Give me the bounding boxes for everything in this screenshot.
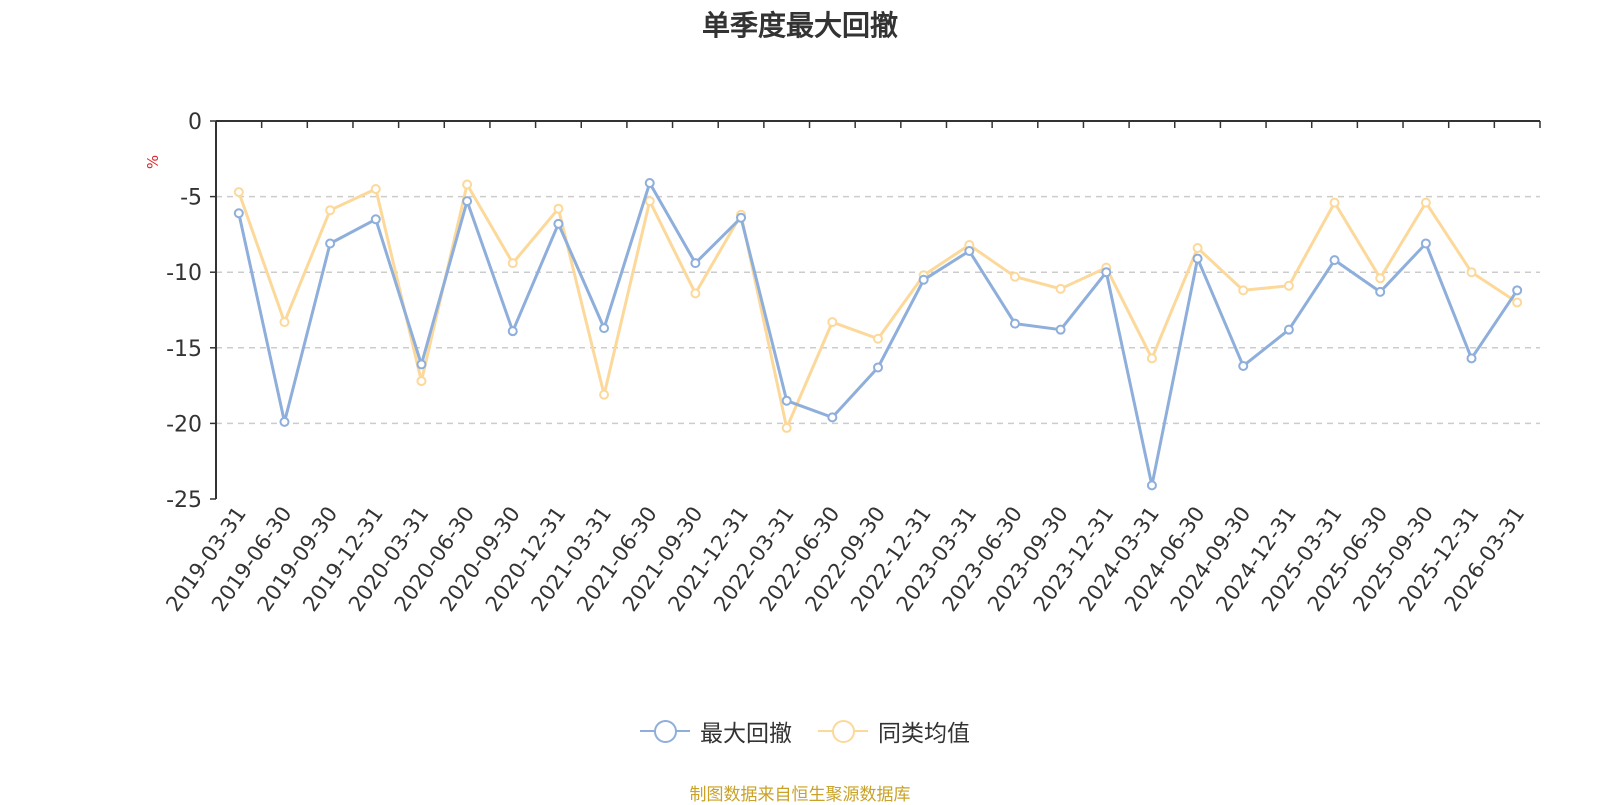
- data-point: [1146, 353, 1157, 364]
- legend-marker-icon: [818, 719, 868, 743]
- data-point: [1375, 286, 1386, 297]
- data-point: [1055, 324, 1066, 335]
- y-tick-label: -5: [180, 186, 202, 211]
- data-point: [1238, 285, 1249, 296]
- data-point: [1375, 273, 1386, 284]
- data-point: [827, 412, 838, 423]
- series-line-2: [237, 183, 1519, 430]
- data-point: [325, 205, 336, 216]
- data-point: [279, 416, 290, 427]
- data-point: [1283, 324, 1294, 335]
- legend-marker-icon: [640, 719, 690, 743]
- data-point: [873, 333, 883, 344]
- data-point: [325, 238, 336, 249]
- legend-item-series-2[interactable]: 同类均值: [818, 716, 970, 747]
- data-point: [1009, 318, 1020, 329]
- data-point: [416, 359, 427, 370]
- y-tick-label: 0: [188, 110, 202, 135]
- data-point: [964, 246, 975, 257]
- data-point: [1466, 353, 1477, 364]
- data-point: [599, 323, 610, 334]
- chart-title: 单季度最大回撤: [701, 9, 898, 42]
- data-point: [279, 317, 290, 328]
- y-tick-label: -15: [166, 337, 202, 362]
- data-point: [1055, 283, 1066, 294]
- data-point: [1329, 197, 1340, 208]
- data-point: [827, 317, 838, 328]
- legend-label: 最大回撤: [700, 721, 792, 747]
- data-point: [599, 389, 610, 400]
- data-point: [644, 177, 655, 188]
- data-point: [370, 214, 381, 225]
- data-point: [690, 258, 701, 269]
- y-tick-label: -25: [166, 488, 202, 513]
- data-point: [781, 395, 792, 406]
- grid-layer: [216, 195, 1540, 425]
- data-point: [233, 187, 244, 198]
- data-point: [1283, 280, 1294, 291]
- y-tick-label: -10: [166, 261, 202, 286]
- data-point: [1009, 271, 1020, 282]
- data-point: [918, 274, 929, 285]
- data-point: [507, 258, 518, 269]
- data-point: [553, 203, 564, 214]
- data-point: [1101, 267, 1112, 278]
- data-point: [462, 179, 473, 190]
- data-point: [1420, 238, 1431, 249]
- data-point: [1192, 243, 1203, 254]
- data-point: [370, 184, 381, 195]
- y-axis-unit-label: %: [144, 155, 162, 169]
- data-point: [644, 196, 655, 207]
- legend-item-series-1[interactable]: 最大回撤: [640, 716, 792, 747]
- axis-layer: 0-5-10-15-20-252019-03-312019-06-302019-…: [161, 110, 1541, 616]
- data-point: [1329, 255, 1340, 266]
- data-point: [1466, 267, 1477, 278]
- data-point: [1420, 197, 1431, 208]
- data-point: [1512, 297, 1523, 308]
- data-point: [781, 422, 792, 433]
- line-chart: 0-5-10-15-20-252019-03-312019-06-302019-…: [144, 110, 1541, 616]
- y-tick-label: -20: [166, 412, 202, 437]
- data-point: [1146, 480, 1157, 491]
- data-point: [690, 288, 701, 299]
- series-layer: [233, 177, 1523, 491]
- data-point: [416, 376, 427, 387]
- legend-label: 同类均值: [878, 721, 970, 747]
- data-point: [1192, 253, 1203, 264]
- data-point: [736, 212, 747, 223]
- data-source-footer: 制图数据来自恒生聚源数据库: [689, 785, 911, 805]
- data-point: [553, 218, 564, 229]
- data-point: [1512, 285, 1523, 296]
- data-point: [873, 362, 883, 373]
- data-point: [233, 208, 244, 219]
- data-point: [462, 196, 473, 207]
- data-point: [507, 326, 518, 337]
- data-point: [1238, 360, 1249, 371]
